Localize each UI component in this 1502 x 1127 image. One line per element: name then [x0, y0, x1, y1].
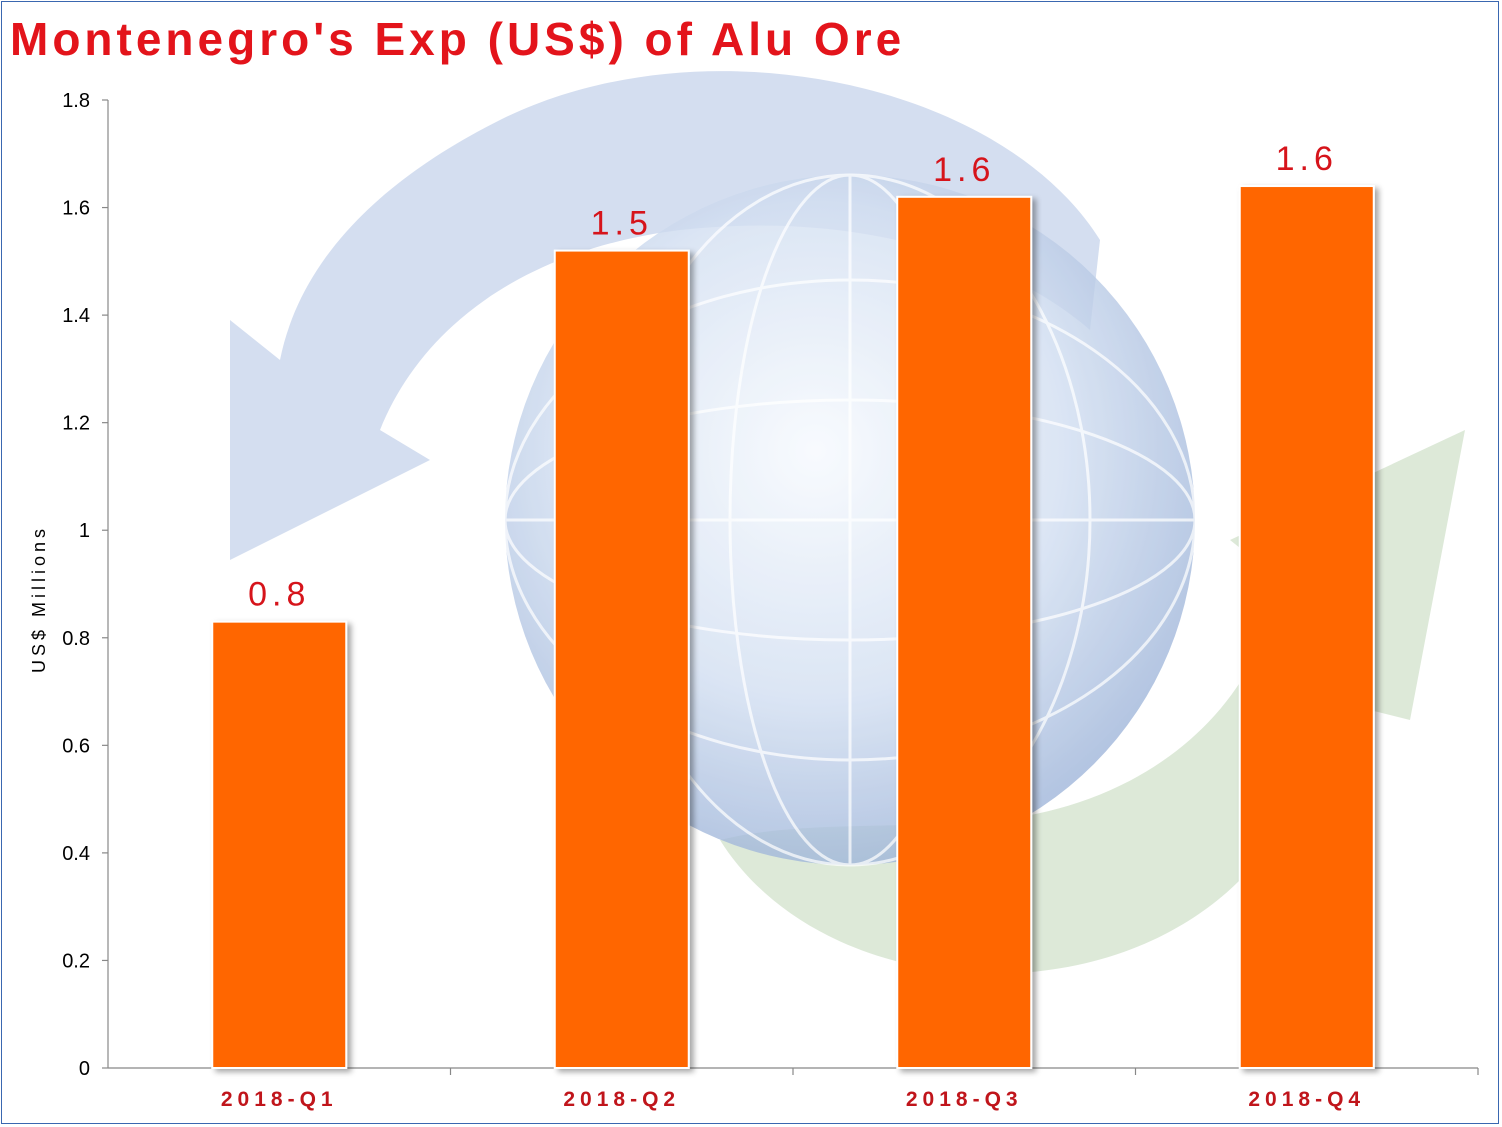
- chart-labels: US$ Millions 0.8 2018-Q1 1.5 2018-Q2 1.6 2018-…: [29, 140, 1365, 1111]
- chart-title: Montenegro's Exp (US$) of Alu Ore: [10, 13, 906, 65]
- x-tick-label: 2018-Q4: [1248, 1088, 1365, 1111]
- x-tick-label: 2018-Q1: [221, 1088, 338, 1111]
- x-tick-label: 2018-Q2: [563, 1088, 680, 1111]
- bar-2018-q3: [896, 195, 1033, 1070]
- y-tick-label: 0.4: [62, 843, 90, 865]
- chart-bars: [211, 185, 1375, 1070]
- x-tick-label: 2018-Q3: [906, 1088, 1023, 1111]
- y-tick-label: 0.8: [62, 628, 90, 650]
- y-axis-title: US$ Millions: [29, 525, 49, 673]
- y-tick-label: 1.8: [62, 90, 90, 112]
- y-tick-label: 0.6: [62, 735, 90, 757]
- data-label-2018-q4: 1.6: [1276, 140, 1338, 178]
- y-tick-label: 1: [79, 520, 90, 542]
- bar-2018-q2: [553, 249, 690, 1070]
- y-tick-label: 1.2: [62, 413, 90, 435]
- y-tick-label: 1.4: [62, 305, 90, 327]
- data-label-2018-q3: 1.6: [933, 151, 995, 189]
- data-label-2018-q1: 0.8: [248, 576, 310, 614]
- y-tick-label: 1.6: [62, 198, 90, 220]
- bar-2018-q4: [1238, 185, 1375, 1070]
- bar-2018-q1: [211, 620, 348, 1070]
- y-tick-label: 0: [79, 1058, 90, 1080]
- y-tick-label: 0.2: [62, 950, 90, 972]
- data-label-2018-q2: 1.5: [591, 205, 653, 243]
